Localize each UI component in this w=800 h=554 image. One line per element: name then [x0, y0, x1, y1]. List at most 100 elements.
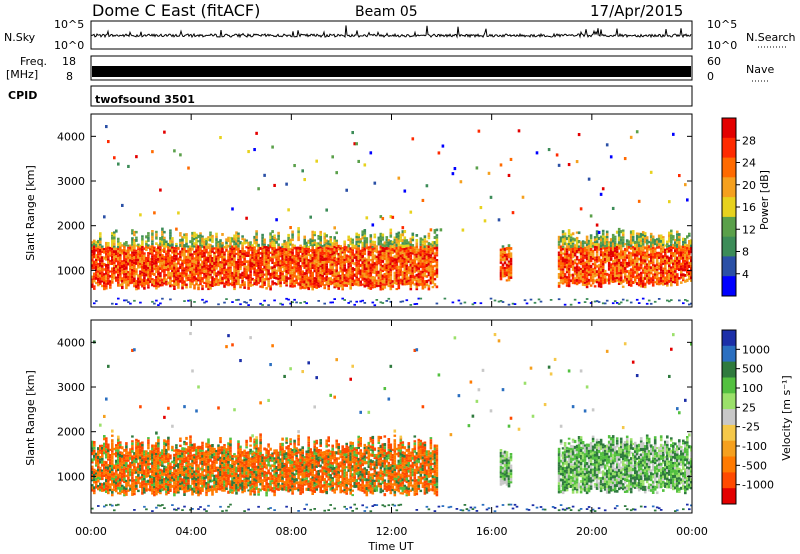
- heatmap-cell: [283, 281, 286, 284]
- heatmap-cell: [215, 235, 218, 239]
- heatmap-cell: [333, 239, 336, 243]
- heatmap-cell: [241, 255, 244, 259]
- heatmap-cell: [293, 260, 296, 263]
- heatmap-cell: [161, 475, 164, 479]
- heatmap-cell: [203, 262, 206, 265]
- heatmap-cell: [113, 269, 116, 272]
- heatmap-cell: [157, 478, 160, 482]
- heatmap-cell: [135, 270, 138, 273]
- heatmap-cell: [95, 458, 98, 462]
- heatmap-cell: [151, 480, 154, 484]
- heatmap-cell: [137, 476, 140, 479]
- heatmap-cell: [141, 486, 144, 489]
- heatmap-cell: [670, 279, 673, 282]
- heatmap-cell: [121, 280, 124, 283]
- heatmap-cell: [99, 269, 102, 273]
- heatmap-cell: [225, 281, 228, 284]
- heatmap-cell: [279, 281, 282, 285]
- heatmap-cell: [95, 477, 98, 481]
- heatmap-cell: [103, 442, 106, 446]
- ytick-label: 3000: [57, 175, 85, 188]
- heatmap-cell: [283, 250, 286, 254]
- heatmap-cell: [609, 276, 613, 280]
- heatmap-cell: [219, 277, 222, 280]
- heatmap-cell: [293, 257, 296, 261]
- heatmap-cell: [664, 251, 667, 254]
- heatmap-cell: [149, 268, 152, 271]
- heatmap-cell: [133, 468, 136, 472]
- heatmap-cell: [571, 282, 575, 285]
- heatmap-cell: [179, 243, 182, 248]
- heatmap-cell: [331, 255, 334, 259]
- heatmap-cell: [159, 264, 162, 268]
- heatmap-cell: [101, 262, 104, 265]
- heatmap-cell: [609, 263, 613, 267]
- heatmap-cell: [657, 264, 661, 268]
- heatmap-cell: [323, 241, 326, 244]
- heatmap-cell: [333, 275, 336, 278]
- heatmap-cell: [507, 255, 511, 259]
- heatmap-cell: [409, 254, 413, 258]
- heatmap-cell: [255, 238, 258, 241]
- heatmap-cell: [157, 464, 160, 468]
- heatmap-cell: [365, 261, 369, 265]
- heatmap-cell: [662, 258, 665, 261]
- heatmap-cell: [327, 249, 330, 253]
- heatmap-cell: [451, 172, 455, 176]
- heatmap-cell: [641, 276, 645, 280]
- heatmap-cell: [119, 283, 122, 287]
- heatmap-cell: [313, 239, 316, 242]
- heatmap-cell: [415, 273, 419, 277]
- heatmap-cell: [187, 252, 190, 256]
- heatmap-cell: [169, 239, 172, 242]
- heatmap-cell: [107, 249, 110, 253]
- heatmap-cell: [145, 452, 148, 456]
- heatmap-cell: [659, 260, 663, 264]
- heatmap-cell: [153, 488, 156, 491]
- heatmap-cell: [672, 281, 675, 284]
- heatmap-cell: [670, 232, 673, 235]
- heatmap-cell: [339, 261, 342, 265]
- heatmap-cell: [167, 281, 170, 285]
- heatmap-cell: [641, 282, 645, 286]
- heatmap-cell: [271, 235, 274, 238]
- heatmap-cell: [183, 253, 186, 256]
- heatmap-cell: [427, 259, 431, 263]
- heatmap-cell: [369, 234, 373, 238]
- cpid-panel: CPID twofsound 3501: [8, 85, 693, 107]
- heatmap-cell: [233, 281, 236, 286]
- heatmap-cell: [341, 260, 344, 264]
- heatmap-cell: [225, 262, 228, 266]
- heatmap-cell: [199, 274, 202, 277]
- heatmap-cell: [139, 301, 142, 304]
- heatmap-cell: [147, 261, 150, 265]
- heatmap-cell: [203, 259, 206, 263]
- heatmap-cell: [179, 277, 182, 281]
- heatmap-cell: [351, 259, 354, 263]
- heatmap-cell: [579, 279, 583, 283]
- heatmap-cell: [163, 279, 166, 283]
- heatmap-cell: [145, 262, 148, 265]
- heatmap-cell: [613, 300, 617, 302]
- heatmap-cell: [427, 271, 431, 275]
- heatmap-cell: [581, 259, 585, 263]
- heatmap-cell: [179, 255, 182, 258]
- heatmap-cell: [119, 261, 122, 265]
- heatmap-cell: [567, 281, 571, 285]
- heatmap-cell: [131, 487, 134, 491]
- heatmap-cell: [651, 240, 655, 244]
- heatmap-cell: [165, 273, 168, 277]
- heatmap-cell: [195, 264, 198, 268]
- heatmap-cell: [509, 276, 513, 279]
- heatmap-cell: [335, 266, 338, 270]
- heatmap-cell: [587, 265, 591, 268]
- heatmap-cell: [415, 253, 419, 256]
- heatmap-cell: [153, 469, 156, 472]
- heatmap-cell: [191, 236, 194, 241]
- heatmap-cell: [325, 208, 328, 212]
- heatmap-cell: [125, 241, 128, 245]
- heatmap-cell: [193, 265, 196, 269]
- heatmap-cell: [269, 232, 272, 236]
- heatmap-cell: [601, 268, 605, 272]
- heatmap-cell: [191, 280, 194, 283]
